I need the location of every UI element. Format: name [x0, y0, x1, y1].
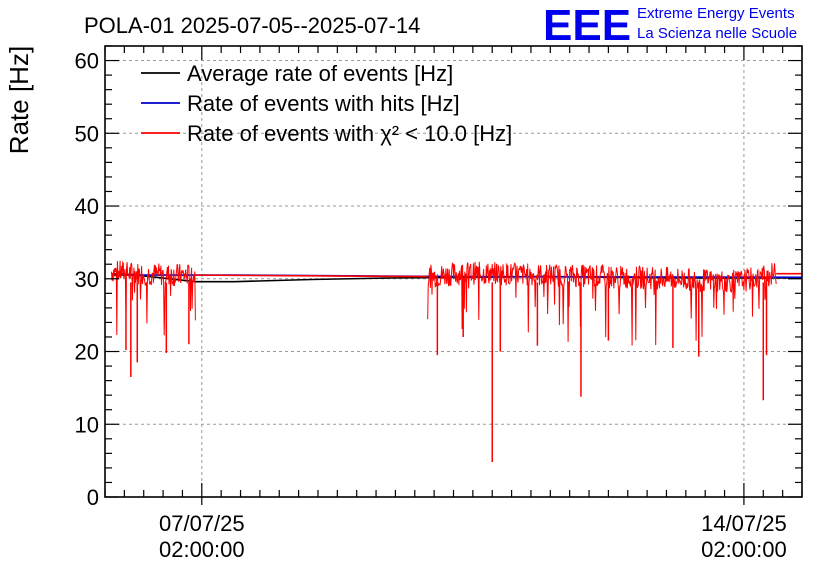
chi2-rate-band [427, 261, 777, 346]
x-tick-time: 02:00:00 [159, 537, 245, 562]
logo-mark: EEE [543, 1, 631, 50]
logo-line-2: La Scienza nelle Scuole [637, 25, 797, 42]
y-axis-label: Rate [Hz] [4, 46, 34, 154]
chart-title: POLA-01 2025-07-05--2025-07-14 [84, 13, 420, 38]
legend-label-1: Rate of events with hits [Hz] [187, 91, 460, 116]
x-tick-date: 07/07/25 [159, 511, 245, 536]
y-tick-label: 30 [75, 267, 99, 292]
legend: Average rate of events [Hz] Rate of event… [141, 61, 512, 146]
x-tick-time: 02:00:00 [701, 537, 787, 562]
x-tick-date: 14/07/25 [701, 511, 787, 536]
y-tick-label: 0 [87, 485, 99, 510]
y-tick-label: 20 [75, 340, 99, 365]
chi2-rate-band [111, 260, 196, 336]
y-tick-label: 40 [75, 194, 99, 219]
y-tick-label: 50 [75, 121, 99, 146]
average-rate-line [111, 272, 802, 283]
series-layer [111, 260, 803, 463]
axes: 010203040506007/07/2502:00:0014/07/2502:… [75, 45, 803, 562]
y-tick-label: 10 [75, 412, 99, 437]
chi2-gap-line [195, 274, 428, 278]
legend-label-0: Average rate of events [Hz] [187, 61, 453, 86]
legend-label-2: Rate of events with χ² < 10.0 [Hz] [187, 121, 512, 146]
series-2 [111, 260, 802, 463]
eee-logo: EEE Extreme Energy Events La Scienza nel… [543, 1, 797, 50]
y-tick-label: 60 [75, 49, 99, 74]
series-0 [111, 272, 802, 283]
logo-line-1: Extreme Energy Events [637, 5, 795, 22]
